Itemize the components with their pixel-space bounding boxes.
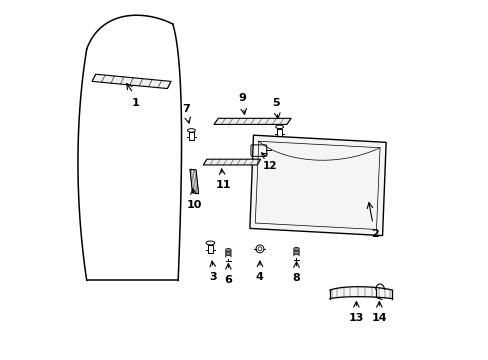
Polygon shape: [249, 135, 386, 235]
Text: 2: 2: [371, 229, 379, 239]
Text: 3: 3: [209, 272, 217, 282]
Text: 5: 5: [272, 98, 279, 108]
Text: 8: 8: [292, 273, 300, 283]
Text: 13: 13: [348, 313, 364, 323]
Polygon shape: [203, 159, 260, 165]
Text: 10: 10: [186, 200, 202, 210]
Text: 12: 12: [263, 161, 277, 171]
Polygon shape: [190, 169, 198, 194]
Polygon shape: [92, 74, 171, 89]
Text: 11: 11: [215, 180, 230, 190]
Text: 7: 7: [182, 104, 190, 114]
Text: 9: 9: [238, 93, 246, 103]
Polygon shape: [214, 118, 290, 125]
Text: 1: 1: [131, 98, 139, 108]
Text: 14: 14: [371, 313, 386, 323]
Text: 6: 6: [224, 275, 232, 285]
Text: 4: 4: [255, 272, 264, 282]
